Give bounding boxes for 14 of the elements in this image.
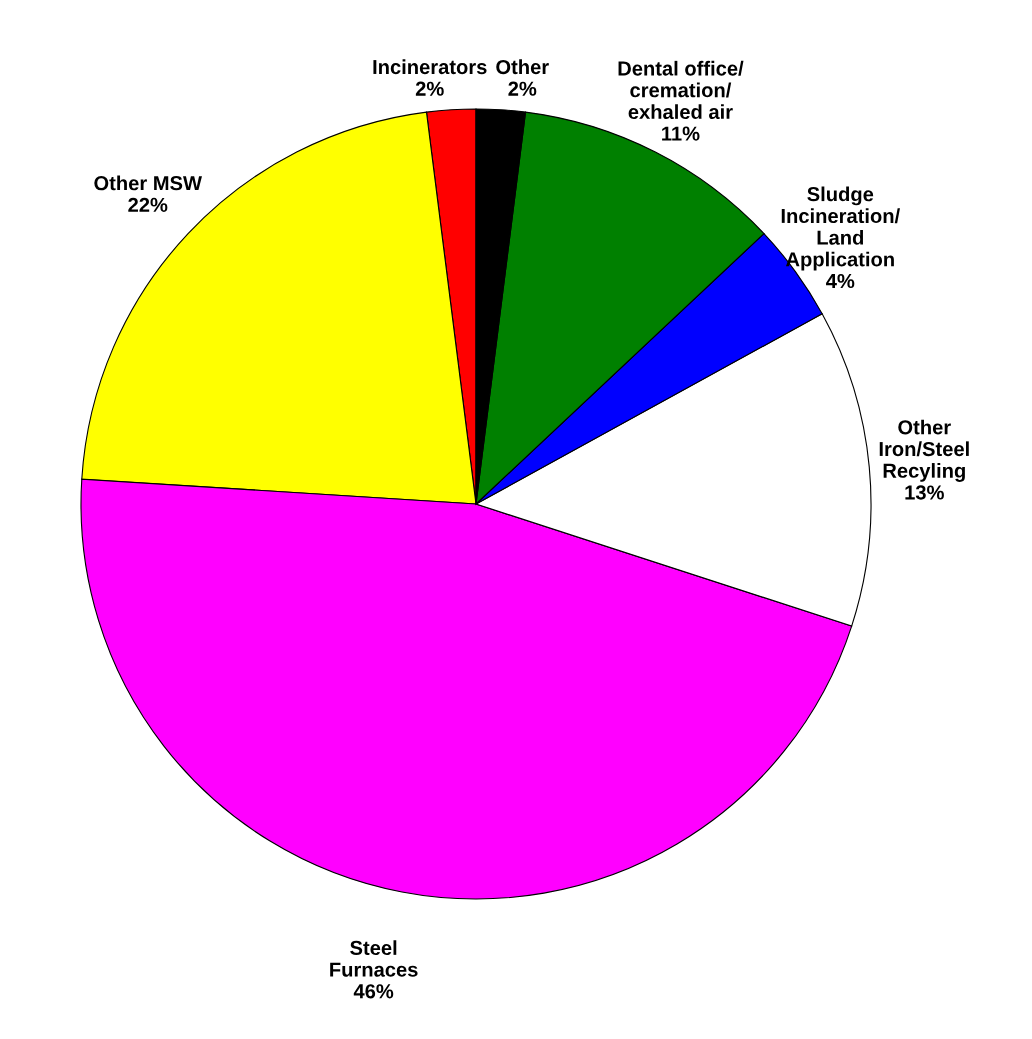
slice-label: Other: [496, 59, 549, 75]
slice-label: Incinerators: [373, 59, 487, 75]
data-label: 22%: [128, 197, 168, 212]
data-label: 2%: [415, 81, 444, 96]
slice-label: Other MSW: [94, 175, 202, 191]
data-label: 46%: [353, 984, 394, 999]
slice-label: Steel Furnaces: [330, 940, 418, 977]
data-label: 11%: [662, 126, 700, 141]
data-label: 13%: [905, 485, 944, 500]
slice-label: Sludge Incineration/ Land Application: [781, 186, 900, 271]
data-label: 2%: [508, 81, 537, 96]
data-label: 4%: [826, 273, 855, 289]
slice-label: Dental office/ cremation/ exhaled air: [618, 60, 744, 120]
slice-label: Other Iron/Steel Recyling: [879, 419, 969, 482]
